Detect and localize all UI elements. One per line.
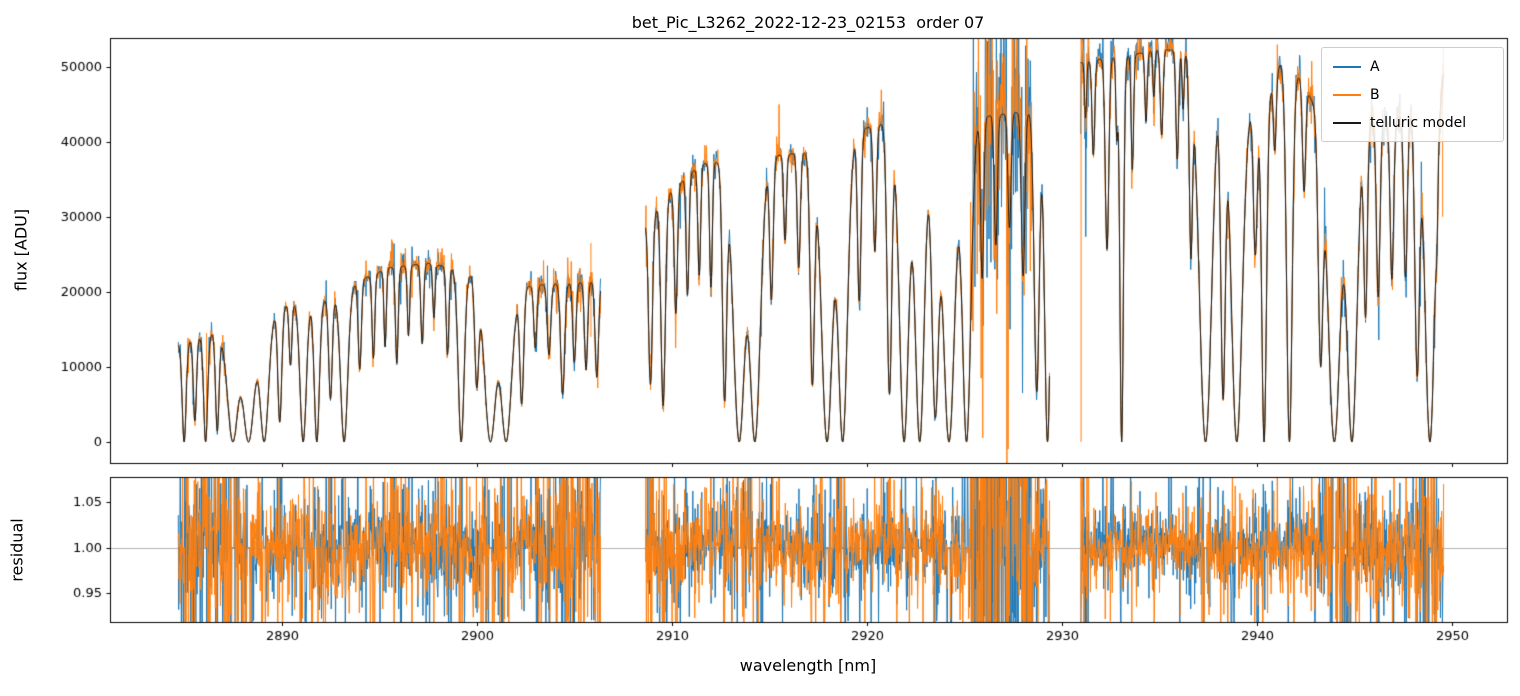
- residual-axis-label: residual: [7, 518, 27, 582]
- telluric-model-line-icon: [1333, 121, 1361, 124]
- wavelength-axis-label: wavelength [nm]: [739, 656, 877, 675]
- plot-title: bet_Pic_L3262_2022-12-23_02153 order 07: [631, 13, 985, 32]
- series-b-line-icon: [1333, 93, 1361, 96]
- series-a-line-icon: [1333, 65, 1361, 68]
- legend-item-a: A: [1333, 57, 1492, 76]
- legend-label-telluric-model: telluric model: [1370, 114, 1467, 131]
- legend-item-telluric-model: telluric model: [1333, 113, 1492, 132]
- legend-item-b: B: [1333, 85, 1492, 104]
- flux-axis-label: flux [ADU]: [11, 208, 31, 292]
- legend-label-a: A: [1370, 58, 1380, 75]
- legend-label-b: B: [1370, 86, 1380, 103]
- legend: A B telluric model: [1321, 47, 1504, 142]
